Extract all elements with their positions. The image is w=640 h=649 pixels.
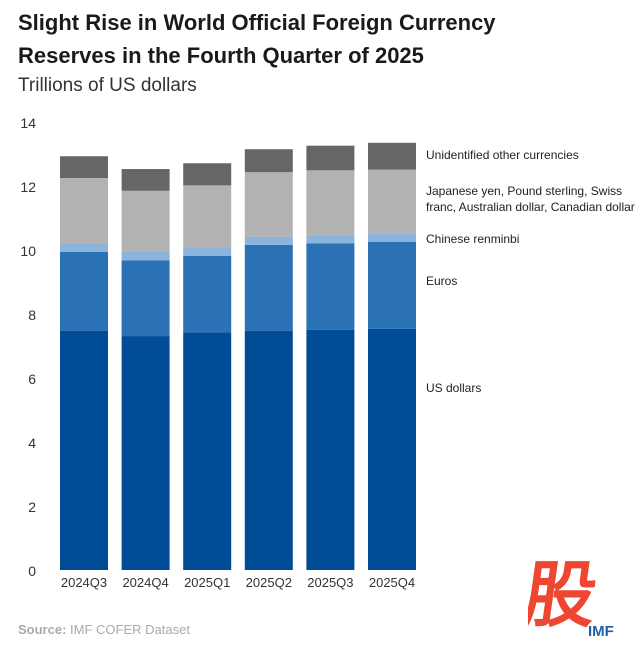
bar-segment-3 [60,178,108,244]
y-tick-label: 12 [20,179,36,195]
svg-text:IMF: IMF [588,623,614,640]
bar-segment-4 [183,163,232,186]
bar-segment-4 [60,156,108,178]
bar-segment-3 [368,169,416,234]
legend-label: Chinese renminbi [426,232,519,246]
bar-segment-4 [368,142,416,170]
bar-segment-0 [60,330,108,570]
chart-subtitle: Trillions of US dollars [18,75,197,96]
bar-segment-1 [60,251,108,331]
x-tick-label: 2024Q3 [61,575,107,590]
x-tick-label: 2025Q2 [246,575,292,590]
bar-segment-1 [121,260,170,337]
bar-segment-2 [368,233,416,242]
bar-segment-1 [183,255,232,333]
source-text: IMF COFER Dataset [70,622,190,637]
bar-segment-0 [244,330,293,570]
y-tick-label: 8 [28,307,36,323]
bar-segment-0 [368,328,416,570]
svg-text:股: 股 [528,554,602,638]
bar-segment-3 [244,172,293,237]
legend-label: Euros [426,274,457,288]
bar-segment-1 [306,243,355,330]
watermark-logo-graphic: 股 IMF [528,554,614,640]
legend-label: Japanese yen, Pound sterling, Swiss franc… [426,184,635,214]
bar-segment-3 [183,185,232,248]
bar-segment-4 [244,149,293,173]
bar-segment-3 [121,190,170,252]
bar-segment-0 [306,329,355,570]
bar-segment-4 [121,169,170,191]
legend-label: US dollars [426,381,481,395]
y-tick-label: 14 [20,115,36,131]
legend-label: Unidentified other currencies [426,148,579,162]
bar-segment-4 [306,145,355,171]
bar-segment-0 [183,332,232,570]
source-note: Source: IMF COFER Dataset [18,622,190,637]
y-tick-label: 6 [28,371,36,387]
x-tick-label: 2024Q4 [122,575,168,590]
bar-segment-1 [368,242,416,329]
y-tick-label: 10 [20,243,36,259]
x-tick-label: 2025Q1 [184,575,230,590]
x-tick-label: 2025Q4 [369,575,415,590]
y-tick-label: 4 [28,435,36,451]
chart-title: Slight Rise in World Official Foreign Cu… [18,10,496,68]
bar-segment-2 [244,236,293,245]
bar-segment-2 [121,251,170,261]
bar-segment-2 [183,247,232,256]
bar-segment-0 [121,336,170,570]
bar-segment-1 [244,244,293,331]
y-tick-label: 0 [28,563,36,579]
bar-segment-2 [306,235,355,244]
watermark-logo: 股 IMF [528,554,628,644]
x-tick-label: 2025Q3 [307,575,353,590]
y-tick-label: 2 [28,499,36,515]
bar-segment-2 [60,243,108,252]
source-label: Source: [18,622,67,637]
bar-segment-3 [306,170,355,236]
